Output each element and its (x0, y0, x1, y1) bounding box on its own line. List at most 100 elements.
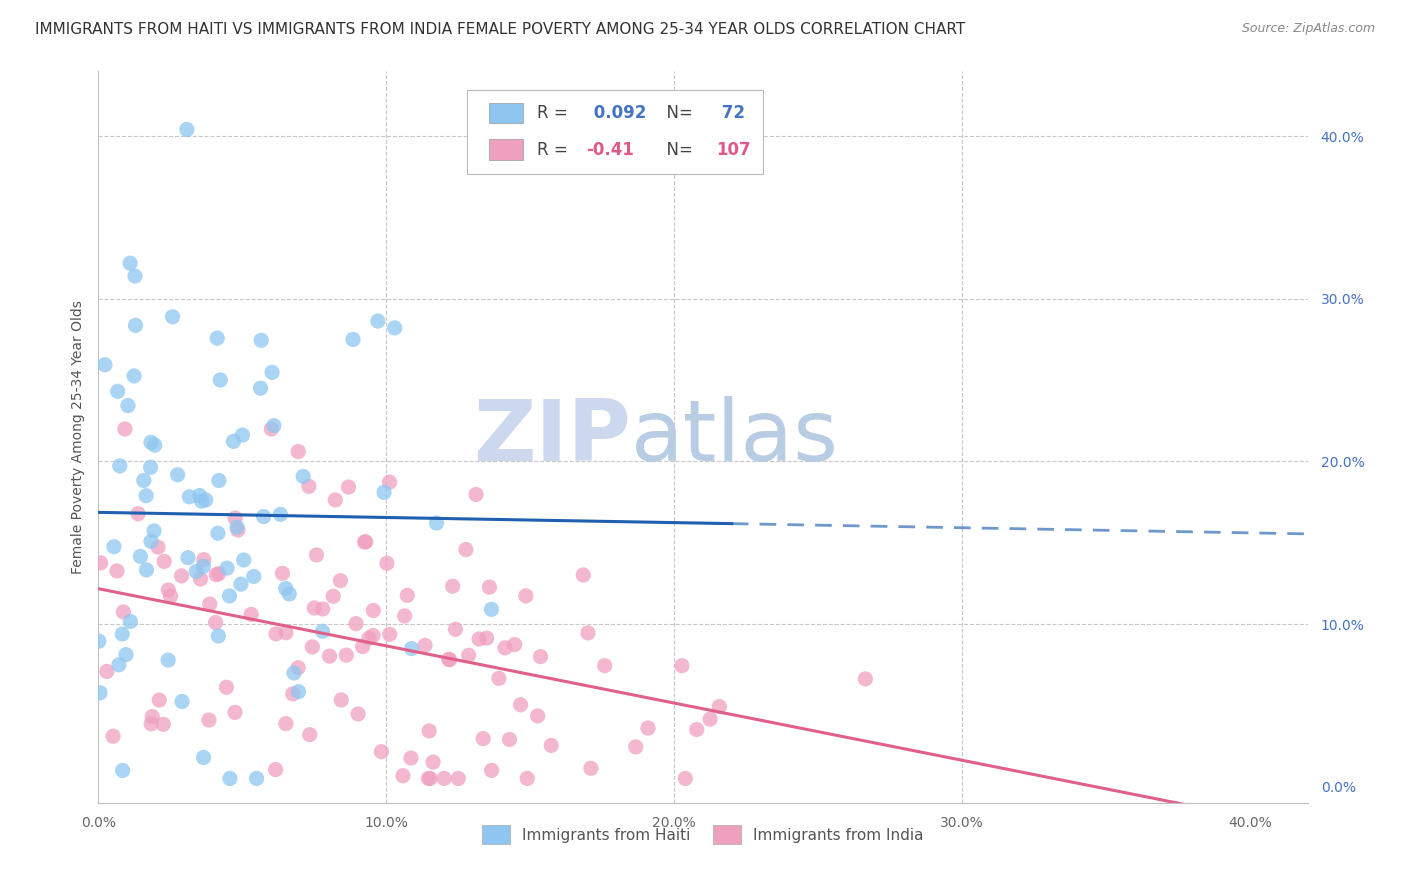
Point (378, 627, 401, 641)
Point (422, 755, 444, 769)
Point (141, 716, 163, 731)
Point (357, 632, 380, 646)
Point (274, 716, 297, 731)
Point (673, 772, 696, 786)
Point (529, 649, 551, 664)
Point (141, 709, 163, 723)
Point (250, 333, 273, 347)
Point (111, 764, 134, 778)
Point (475, 631, 498, 645)
Point (494, 640, 516, 655)
Point (157, 653, 180, 667)
Point (444, 622, 467, 636)
Point (354, 534, 377, 549)
Point (367, 314, 389, 328)
Point (139, 534, 162, 549)
Point (401, 641, 423, 656)
FancyBboxPatch shape (489, 103, 523, 123)
Text: N=: N= (655, 104, 697, 122)
Point (318, 649, 340, 664)
Point (190, 572, 212, 586)
Point (472, 731, 495, 746)
Point (90, 556, 112, 570)
Point (222, 434, 245, 449)
Point (226, 520, 249, 534)
Point (132, 474, 155, 488)
Point (281, 687, 304, 701)
Point (593, 658, 616, 673)
Point (370, 745, 392, 759)
Point (205, 331, 228, 345)
Point (193, 552, 215, 566)
Point (447, 772, 470, 786)
Text: -0.41: -0.41 (586, 141, 634, 159)
Point (111, 627, 134, 641)
Point (399, 751, 422, 765)
Point (274, 625, 297, 640)
Point (572, 568, 595, 582)
Point (637, 721, 659, 735)
Point (207, 526, 229, 541)
Point (413, 638, 436, 652)
Point (498, 732, 520, 747)
Point (579, 761, 602, 775)
Point (120, 256, 142, 270)
Point (337, 480, 360, 494)
Point (218, 589, 240, 603)
Point (193, 559, 215, 574)
Point (117, 399, 139, 413)
Point (287, 661, 309, 675)
Point (252, 509, 274, 524)
Point (454, 542, 477, 557)
Point (437, 652, 460, 666)
Point (260, 422, 283, 436)
Point (226, 523, 249, 537)
Point (478, 580, 501, 594)
Point (231, 428, 253, 442)
Point (283, 665, 305, 680)
Point (481, 602, 503, 616)
Text: ZIP: ZIP (472, 395, 630, 479)
Text: 0.092: 0.092 (588, 104, 647, 122)
Point (425, 516, 447, 530)
Text: R =: R = (537, 104, 574, 122)
Point (193, 750, 215, 764)
Point (135, 489, 157, 503)
Point (87, 634, 110, 648)
Y-axis label: Female Poverty Among 25-34 Year Olds: Female Poverty Among 25-34 Year Olds (70, 300, 84, 574)
Point (526, 709, 548, 723)
Point (292, 469, 315, 483)
Point (159, 589, 181, 603)
Point (114, 422, 136, 436)
Point (204, 615, 226, 630)
Point (243, 569, 266, 583)
Point (418, 723, 440, 738)
FancyBboxPatch shape (467, 90, 763, 174)
Point (278, 587, 301, 601)
Point (392, 769, 415, 783)
Point (205, 567, 228, 582)
Point (143, 438, 166, 452)
Point (139, 460, 162, 475)
Point (153, 554, 176, 568)
Point (441, 579, 464, 593)
Point (396, 588, 419, 602)
Point (122, 368, 145, 383)
Point (105, 564, 128, 578)
Point (229, 577, 252, 591)
Point (215, 680, 238, 694)
Point (186, 565, 208, 579)
Point (179, 490, 201, 504)
Point (232, 553, 254, 567)
Point (301, 640, 323, 654)
Point (115, 648, 138, 662)
Point (124, 269, 146, 284)
Text: atlas: atlas (630, 395, 838, 479)
Point (177, 550, 200, 565)
Point (89, 686, 111, 700)
Point (671, 658, 693, 673)
Point (322, 589, 344, 603)
Point (344, 616, 367, 631)
Point (264, 627, 287, 641)
Text: R =: R = (537, 141, 574, 159)
